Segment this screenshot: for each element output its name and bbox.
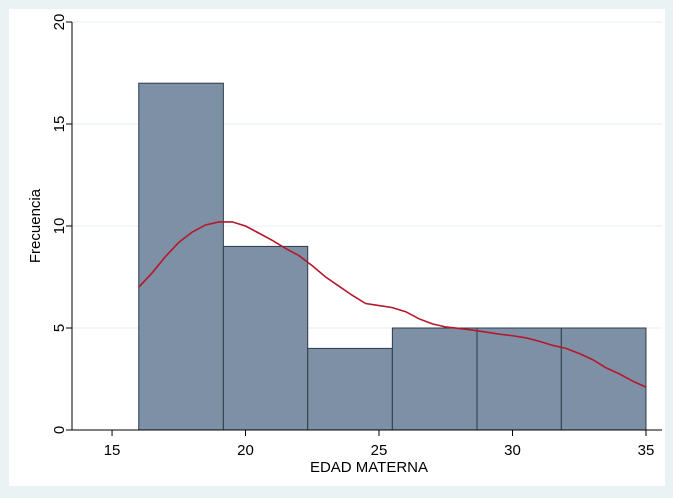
axes-layer: 0 5 10 15 20 15 20 25 30 35 — [51, 14, 662, 459]
x-tick-label-20: 20 — [237, 442, 254, 459]
histogram-bar-4 — [391, 327, 478, 431]
y-tick-label-20: 20 — [51, 14, 68, 31]
x-axis-label: EDAD MATERNA — [310, 459, 428, 476]
histogram-bar-3 — [307, 347, 393, 431]
density-curve — [138, 221, 647, 388]
histogram-bar-1 — [138, 82, 224, 431]
curve-layer — [138, 221, 647, 388]
x-tick-label-25: 25 — [371, 442, 388, 459]
histogram-bar-5 — [476, 327, 562, 431]
x-tick-label-35: 35 — [638, 442, 655, 459]
y-tick-label-0: 0 — [51, 426, 68, 434]
histogram-bar-2 — [222, 245, 309, 431]
y-tick-label-10: 10 — [51, 218, 68, 235]
histogram-bar-6 — [560, 327, 647, 431]
y-axis-label: Frecuencia — [27, 188, 44, 263]
x-tick-label-15: 15 — [104, 442, 121, 459]
y-tick-label-15: 15 — [51, 116, 68, 133]
y-tick-label-5: 5 — [51, 324, 68, 332]
x-tick-label-30: 30 — [504, 442, 521, 459]
